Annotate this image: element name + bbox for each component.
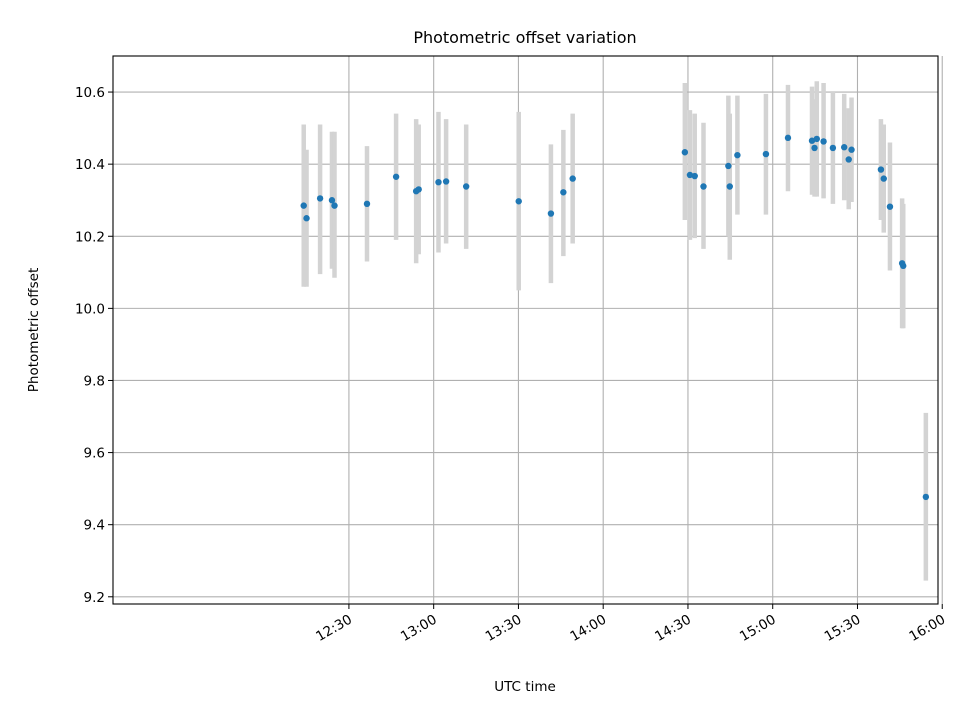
y-tick-label: 9.6 — [84, 446, 105, 462]
data-point — [886, 203, 894, 210]
data-point — [762, 150, 770, 158]
data-point — [829, 144, 837, 152]
y-tick-label: 9.2 — [84, 590, 105, 606]
data-point — [681, 149, 689, 156]
data-point — [808, 137, 816, 144]
data-point — [900, 262, 907, 270]
data-point — [813, 135, 820, 143]
y-axis-label: Photometric offset — [26, 268, 42, 392]
y-tick-label: 9.8 — [84, 373, 105, 389]
data-point — [811, 144, 818, 152]
data-point — [331, 202, 338, 209]
data-point — [435, 178, 442, 186]
data-point — [820, 138, 827, 145]
y-tick-label: 10.2 — [75, 229, 105, 245]
data-point — [462, 183, 470, 190]
data-point — [303, 215, 310, 222]
data-point — [300, 202, 307, 209]
data-point — [840, 144, 848, 151]
y-tick-label: 10.6 — [75, 85, 105, 101]
data-point — [363, 200, 371, 208]
data-point — [515, 198, 522, 205]
data-point — [569, 175, 576, 182]
data-point — [734, 151, 741, 159]
x-axis-label: UTC time — [494, 679, 556, 695]
data-point — [880, 175, 887, 182]
data-point — [415, 186, 422, 193]
y-tick-label: 10.0 — [75, 301, 105, 317]
data-point — [547, 210, 555, 217]
data-point — [700, 183, 707, 190]
data-point — [691, 172, 698, 180]
data-points — [300, 134, 930, 501]
data-point — [848, 146, 855, 153]
chart-title: Photometric offset variation — [413, 28, 636, 47]
plot-frame — [112, 55, 939, 605]
data-point — [922, 493, 930, 501]
data-point — [328, 197, 336, 204]
data-point — [392, 173, 400, 180]
data-point — [845, 156, 852, 163]
y-tick-label: 9.4 — [84, 518, 105, 534]
data-point — [877, 166, 885, 173]
data-point — [686, 171, 694, 179]
data-point — [784, 134, 792, 142]
data-point — [560, 189, 567, 196]
data-point — [726, 183, 733, 190]
y-tick-label: 10.4 — [75, 157, 105, 173]
data-point — [442, 178, 450, 185]
data-point — [725, 162, 732, 170]
data-point — [316, 195, 324, 202]
